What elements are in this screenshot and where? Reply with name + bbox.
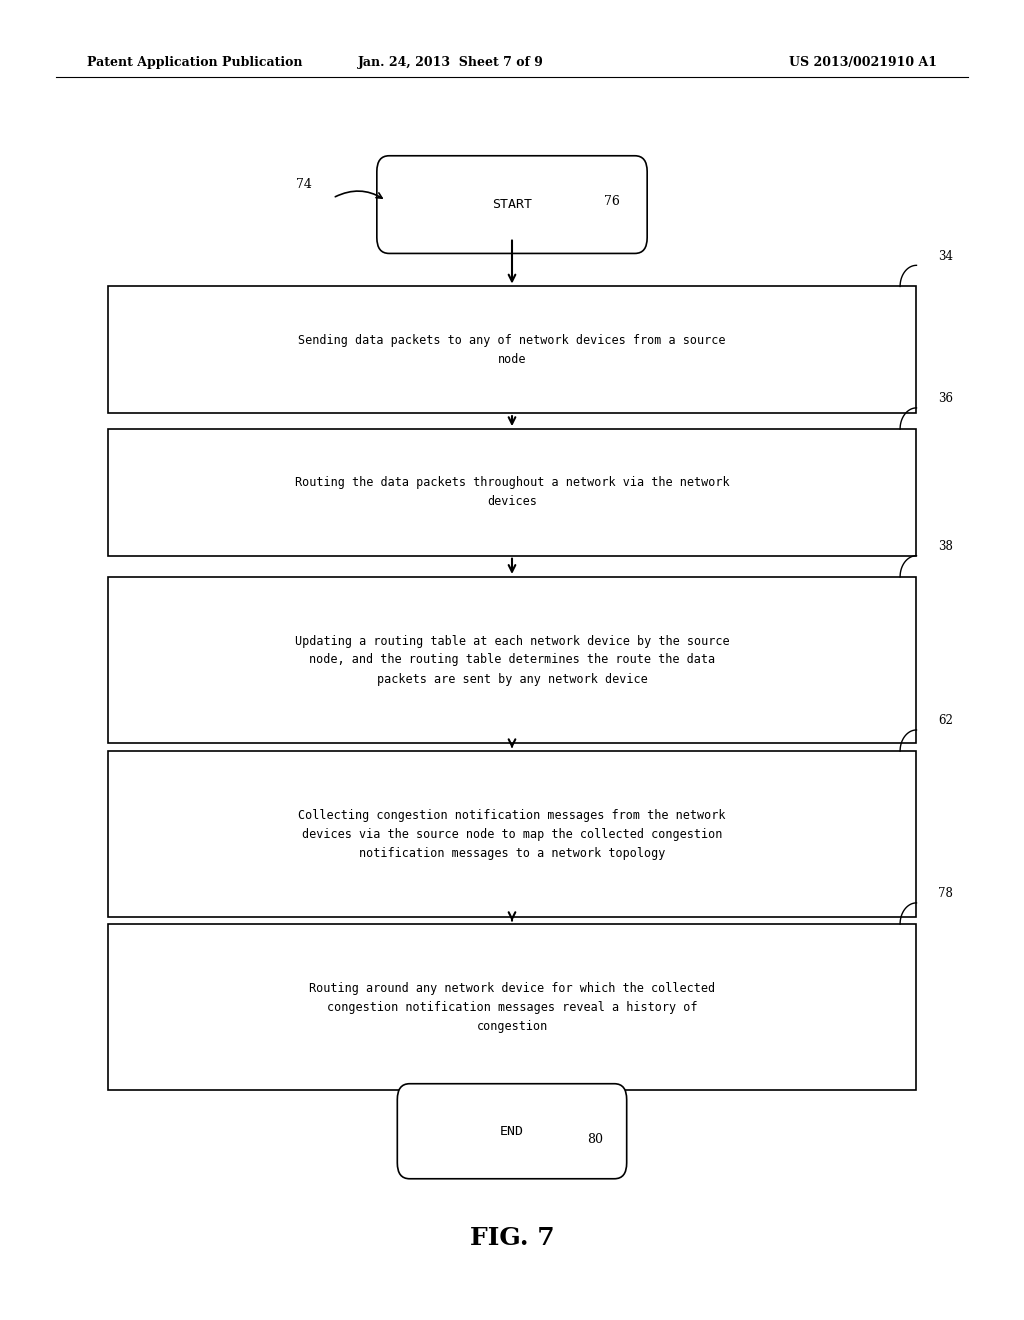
Bar	[108, 751, 916, 917]
FancyBboxPatch shape	[397, 1084, 627, 1179]
Text: Routing around any network device for which the collected
congestion notificatio: Routing around any network device for wh…	[309, 982, 715, 1032]
Text: 36: 36	[938, 392, 953, 405]
Text: END: END	[500, 1125, 524, 1138]
Text: Updating a routing table at each network device by the source
node, and the rout: Updating a routing table at each network…	[295, 635, 729, 685]
Bar	[108, 577, 916, 743]
Text: Jan. 24, 2013  Sheet 7 of 9: Jan. 24, 2013 Sheet 7 of 9	[357, 55, 544, 69]
Text: 34: 34	[938, 249, 953, 263]
Text: 78: 78	[938, 887, 953, 900]
Bar	[108, 286, 916, 413]
Text: 74: 74	[296, 178, 312, 191]
Text: Routing the data packets throughout a network via the network
devices: Routing the data packets throughout a ne…	[295, 477, 729, 508]
Text: START: START	[492, 198, 532, 211]
Bar	[108, 429, 916, 556]
Text: Collecting congestion notification messages from the network
devices via the sou: Collecting congestion notification messa…	[298, 809, 726, 859]
Text: FIG. 7: FIG. 7	[470, 1226, 554, 1250]
Text: 62: 62	[938, 714, 953, 727]
Text: Patent Application Publication: Patent Application Publication	[87, 55, 302, 69]
Text: Sending data packets to any of network devices from a source
node: Sending data packets to any of network d…	[298, 334, 726, 366]
Bar	[108, 924, 916, 1090]
Text: 80: 80	[587, 1133, 603, 1146]
Text: 38: 38	[938, 540, 953, 553]
Text: 76: 76	[604, 195, 621, 209]
Text: US 2013/0021910 A1: US 2013/0021910 A1	[788, 55, 937, 69]
FancyBboxPatch shape	[377, 156, 647, 253]
